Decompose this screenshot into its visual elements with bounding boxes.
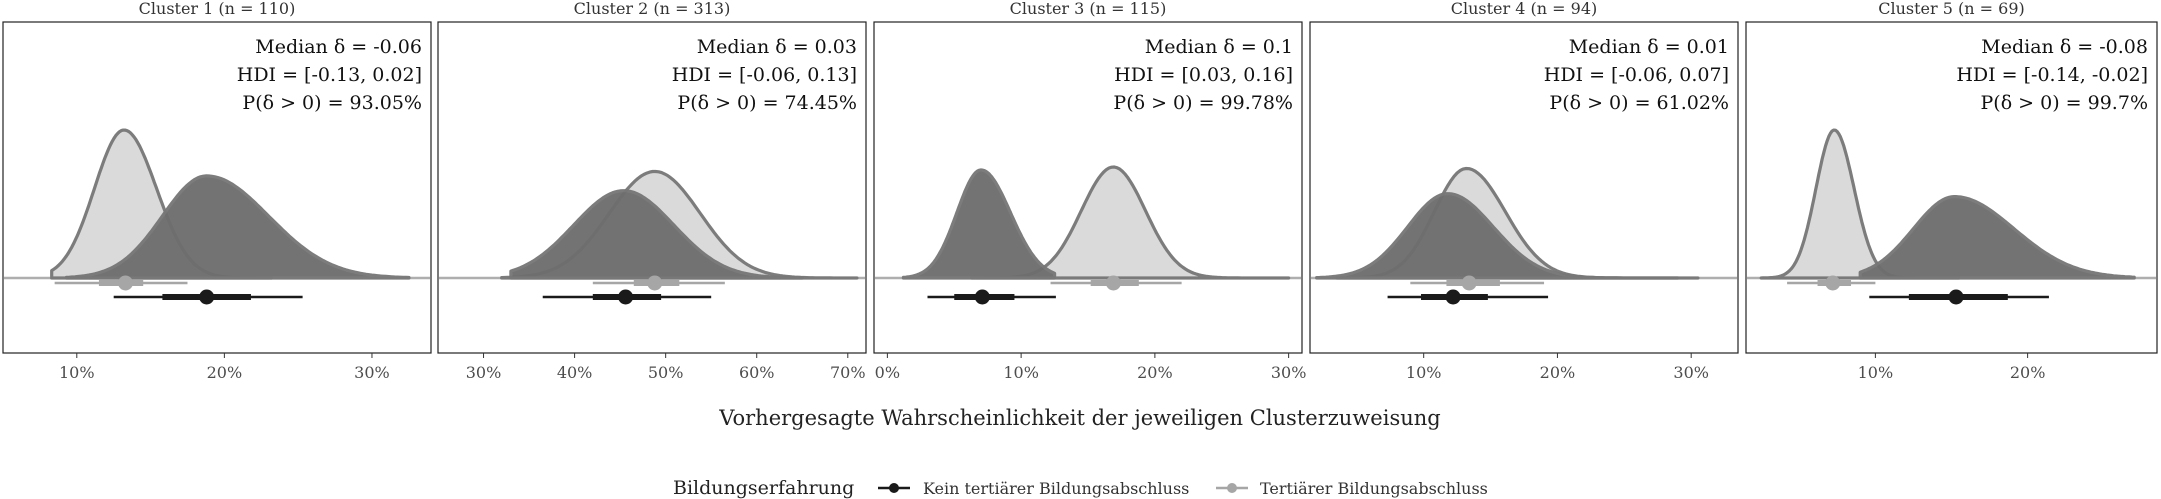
annotation-line: P(δ > 0) = 74.45% xyxy=(677,92,857,114)
x-tick-label: 20% xyxy=(2010,363,2046,382)
panel-title: Cluster 1 (n = 110) xyxy=(139,0,296,18)
annotation-line: Median δ = 0.01 xyxy=(1569,36,1729,58)
panel-title: Cluster 3 (n = 115) xyxy=(1010,0,1167,18)
x-tick-label: 10% xyxy=(1858,363,1894,382)
legend-label-kein: Kein tertiärer Bildungsabschluss xyxy=(923,479,1189,498)
annotation-line: Median δ = 0.03 xyxy=(697,36,857,58)
legend-label-tertiaer: Tertiärer Bildungsabschluss xyxy=(1260,479,1488,498)
x-tick-label: 30% xyxy=(1271,363,1307,382)
legend-title: Bildungserfahrung xyxy=(673,477,854,499)
annotation-line: HDI = [0.03, 0.16] xyxy=(1114,64,1293,86)
median-point-tertiaer xyxy=(1105,275,1121,291)
annotation-line: P(δ > 0) = 99.7% xyxy=(1981,92,2149,114)
median-point-kein xyxy=(974,289,990,305)
panel-frame xyxy=(1745,21,2158,354)
annotation-line: HDI = [-0.06, 0.13] xyxy=(672,64,857,86)
panel-title: Cluster 2 (n = 313) xyxy=(574,0,731,18)
median-point-kein xyxy=(1445,289,1461,305)
panel-cluster-2: Cluster 2 (n = 313) 30% 40% 50% 60% 70% Median… xyxy=(437,0,867,382)
x-tick-label: 20% xyxy=(1540,363,1576,382)
median-point-kein xyxy=(1948,289,1964,305)
median-point-tertiaer xyxy=(647,275,663,291)
panel-frame xyxy=(873,21,1303,354)
panel-cluster-4: Cluster 4 (n = 94) 10% 20% 30% Median δ = 0.… xyxy=(1309,0,1739,382)
panel-frame xyxy=(437,21,867,354)
panel-frame xyxy=(1309,21,1739,354)
panel-frame xyxy=(2,21,432,354)
x-tick-label: 60% xyxy=(739,363,775,382)
x-tick-label: 0% xyxy=(875,363,900,382)
x-tick-label: 20% xyxy=(207,363,243,382)
x-tick-label: 40% xyxy=(557,363,593,382)
x-tick-label: 10% xyxy=(59,363,95,382)
legend-key-point-tertiaer xyxy=(1227,483,1237,493)
density-kein xyxy=(901,168,1057,280)
annotation-line: Median δ = 0.1 xyxy=(1145,36,1293,58)
panel-cluster-1: Cluster 1 (n = 110) 10% 20% 30% Median δ = -… xyxy=(2,0,432,382)
annotation-line: P(δ > 0) = 61.02% xyxy=(1549,92,1729,114)
panel-title: Cluster 5 (n = 69) xyxy=(1878,0,2025,18)
annotation-line: P(δ > 0) = 99.78% xyxy=(1113,92,1293,114)
x-tick-label: 20% xyxy=(1137,363,1173,382)
annotation-line: P(δ > 0) = 93.05% xyxy=(242,92,422,114)
x-tick-label: 10% xyxy=(1003,363,1039,382)
density-kein xyxy=(64,174,411,280)
annotation-line: HDI = [-0.06, 0.07] xyxy=(1544,64,1729,86)
median-point-tertiaer xyxy=(1461,275,1477,291)
panel-cluster-5: Cluster 5 (n = 69) 10% 20% Median δ = -0.08… xyxy=(1745,0,2158,382)
legend-key-point-kein xyxy=(889,483,899,493)
annotation-line: HDI = [-0.14, -0.02] xyxy=(1956,64,2148,86)
median-point-kein xyxy=(618,289,634,305)
panel-cluster-3: Cluster 3 (n = 115) 0% 10% 20% 30% Median δ =… xyxy=(873,0,1307,382)
x-tick-label: 30% xyxy=(354,363,390,382)
annotation-line: HDI = [-0.13, 0.02] xyxy=(237,64,422,86)
density-kein xyxy=(1858,195,2136,280)
x-tick-label: 30% xyxy=(1673,363,1709,382)
x-tick-label: 70% xyxy=(830,363,866,382)
median-point-tertiaer xyxy=(1825,275,1841,291)
annotation-line: Median δ = -0.06 xyxy=(255,36,422,58)
median-point-kein xyxy=(199,289,215,305)
x-tick-label: 10% xyxy=(1406,363,1442,382)
x-tick-label: 30% xyxy=(466,363,502,382)
median-point-tertiaer xyxy=(117,275,133,291)
annotation-line: Median δ = -0.08 xyxy=(1981,36,2148,58)
panel-title: Cluster 4 (n = 94) xyxy=(1451,0,1598,18)
x-tick-label: 50% xyxy=(648,363,684,382)
density-kein xyxy=(509,189,804,280)
x-axis-title: Vorhergesagte Wahrscheinlichkeit der jew… xyxy=(718,406,1440,430)
legend: Bildungserfahrung Kein tertiärer Bildungs… xyxy=(673,477,1488,499)
